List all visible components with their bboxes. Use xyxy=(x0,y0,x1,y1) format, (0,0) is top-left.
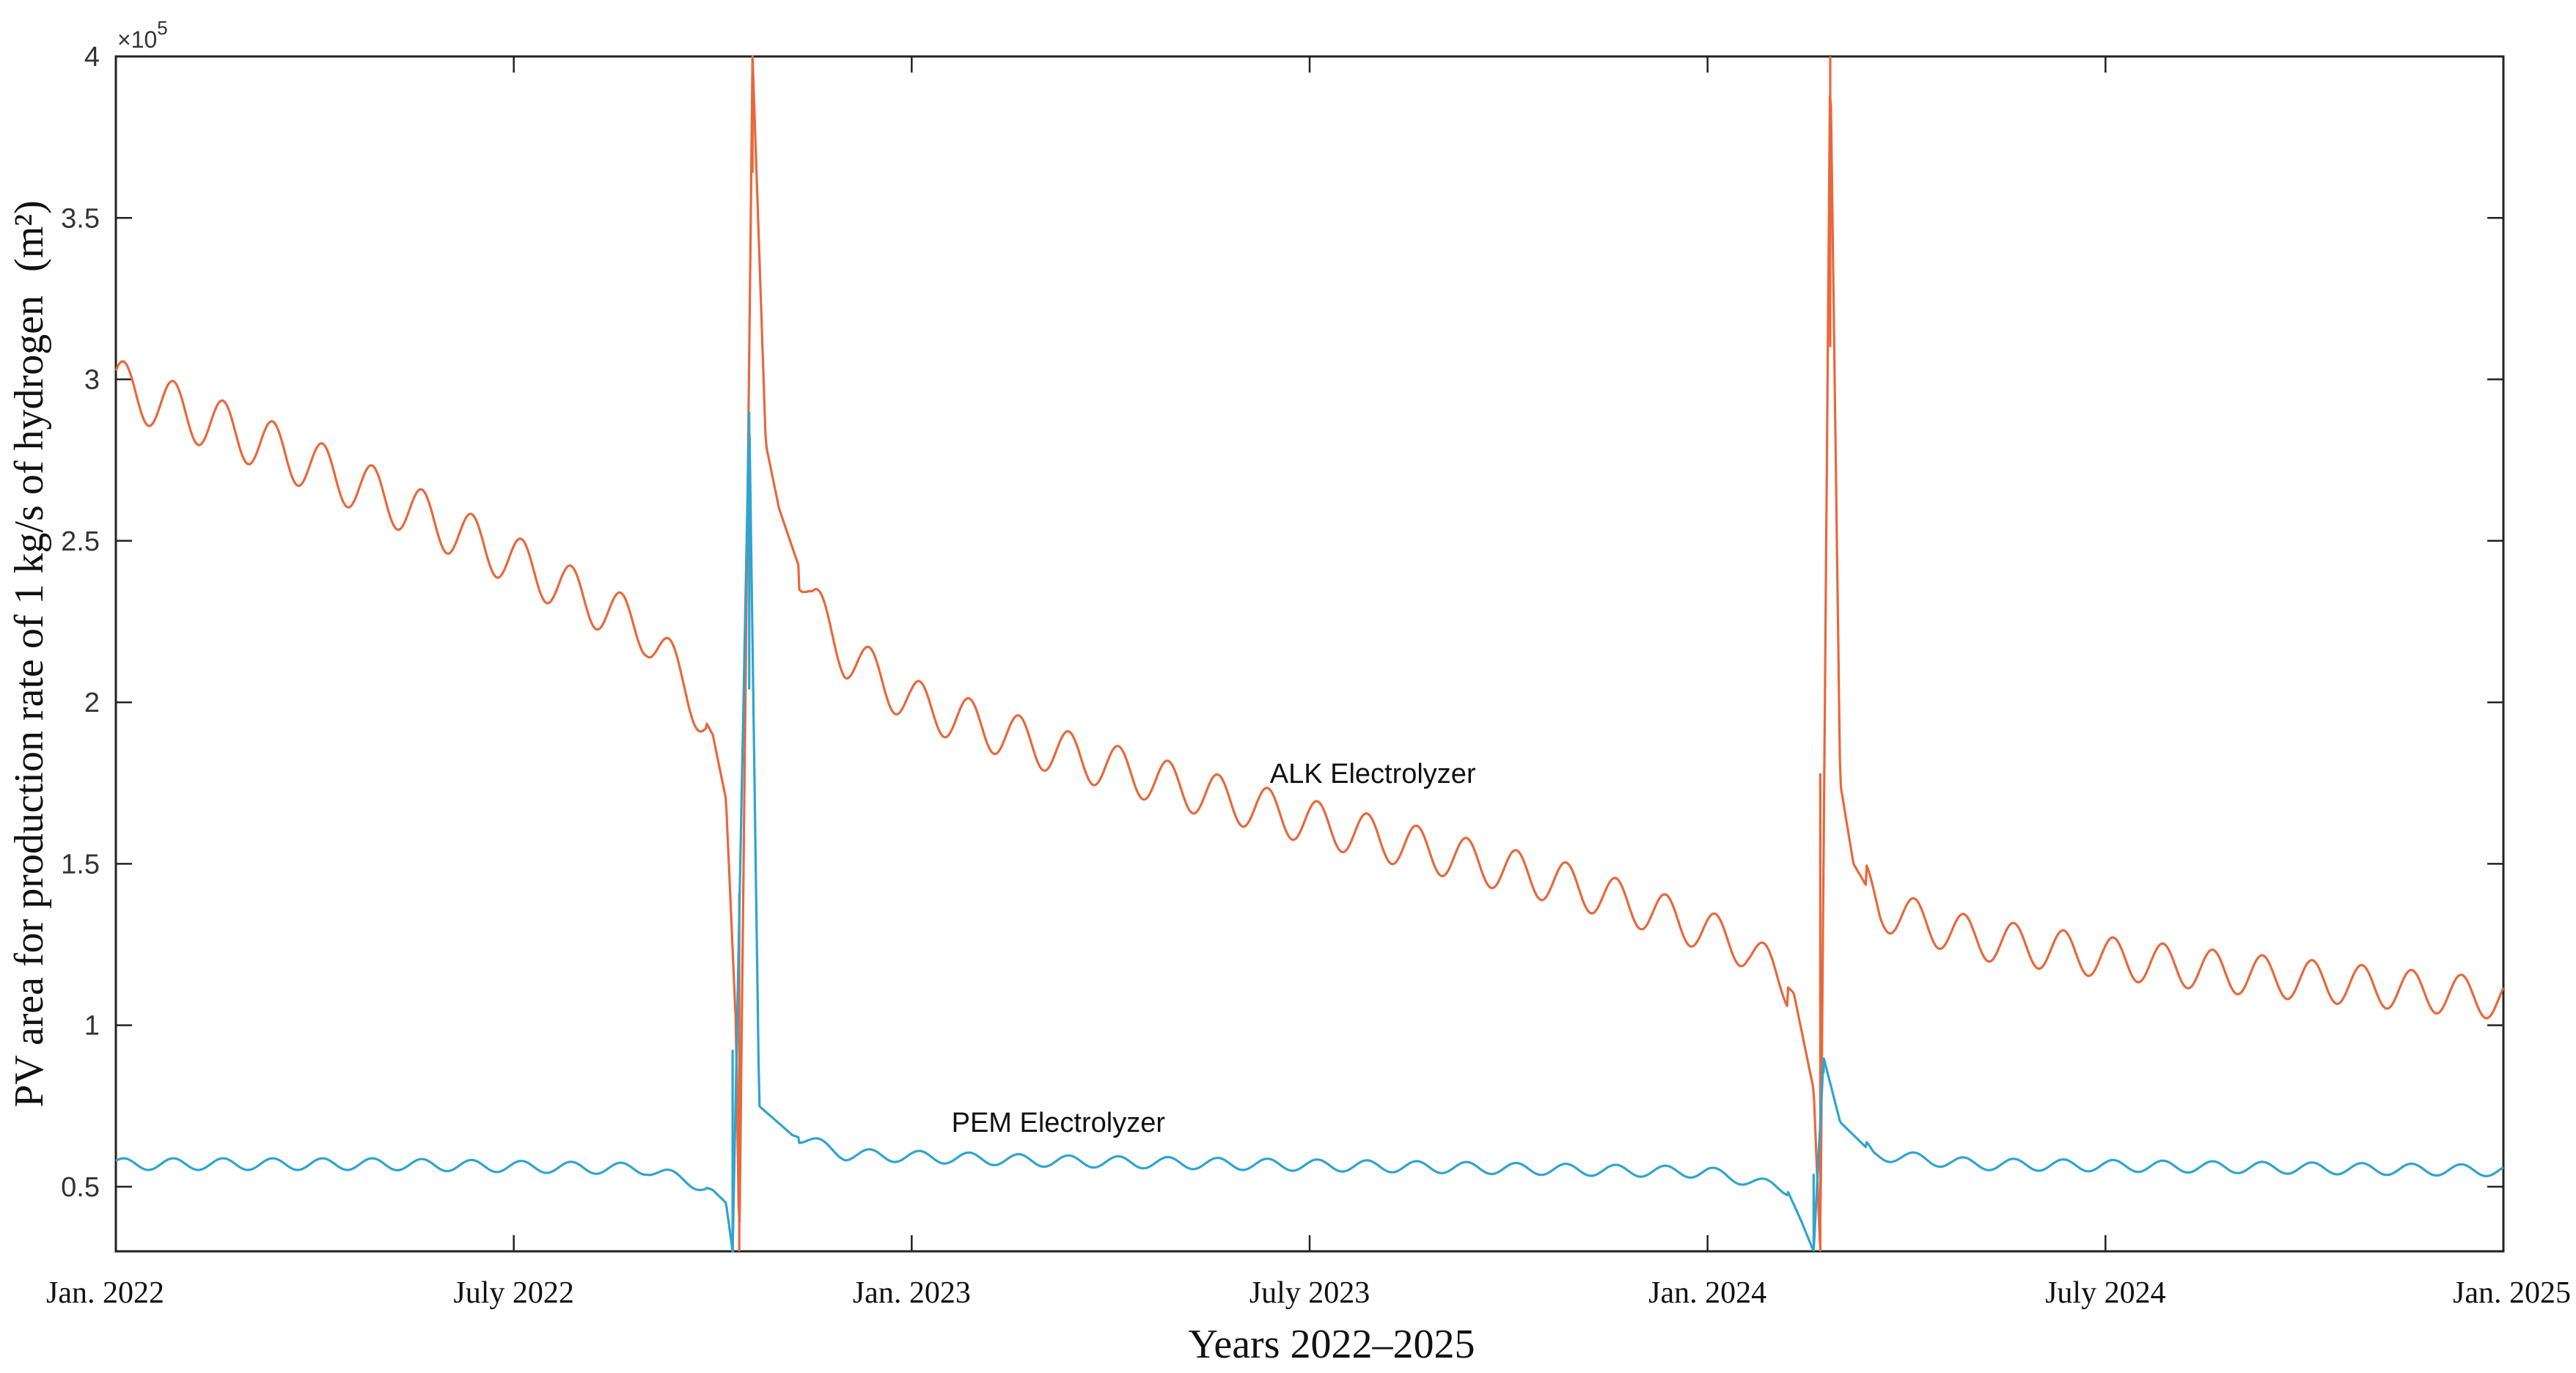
y-tick-label: 2.5 xyxy=(61,526,100,557)
y-tick-label: 1.5 xyxy=(61,849,100,880)
plot-area xyxy=(114,55,2505,1253)
pem-series-label: PEM Electrolyzer xyxy=(952,1108,1166,1138)
y-tick-label: 3 xyxy=(84,365,100,396)
series-alk xyxy=(114,55,2505,1251)
y-axis-title-text: PV area for production rate of 1 kg/s of… xyxy=(7,295,52,1108)
series-layer xyxy=(114,55,2505,1253)
axis-ticks: 0.5 1 1.5 2 2.5 3 3.5 4 Jan. 2022 July 2022 Jan. 2… xyxy=(46,42,2571,1310)
x-tick-label: Jan. 2025 xyxy=(2453,1276,2571,1310)
y-tick-label: 2 xyxy=(84,688,100,718)
y-axis-title: PV area for production rate of 1 kg/s of… xyxy=(7,200,52,1107)
x-tick-label: Jan. 2024 xyxy=(1648,1276,1766,1310)
alk-series-label: ALK Electrolyzer xyxy=(1270,759,1476,789)
series-line xyxy=(114,55,2505,1245)
x-tick-label: Jan. 2023 xyxy=(853,1276,971,1310)
series-pem xyxy=(115,411,2504,1253)
y-exponent-label: ×105 xyxy=(117,17,168,53)
y-tick-label: 3.5 xyxy=(61,203,100,234)
series-line xyxy=(115,433,2504,1253)
y-tick-label: 1 xyxy=(84,1011,100,1042)
x-tick-label: July 2023 xyxy=(1250,1276,1370,1310)
y-tick-label: 0.5 xyxy=(61,1172,100,1203)
x-tick-label: July 2024 xyxy=(2045,1276,2166,1310)
y-axis-unit: (m²) xyxy=(7,200,52,272)
y-tick-label: 4 xyxy=(84,42,100,73)
x-axis-title: Years 2022–2025 xyxy=(1189,1322,1475,1367)
x-tick-label: Jan. 2022 xyxy=(46,1276,164,1310)
x-tick-label: July 2022 xyxy=(453,1276,574,1310)
labels-layer: ALK Electrolyzer PEM Electrolyzer xyxy=(952,759,1476,1138)
plot-frame xyxy=(114,55,2505,1253)
